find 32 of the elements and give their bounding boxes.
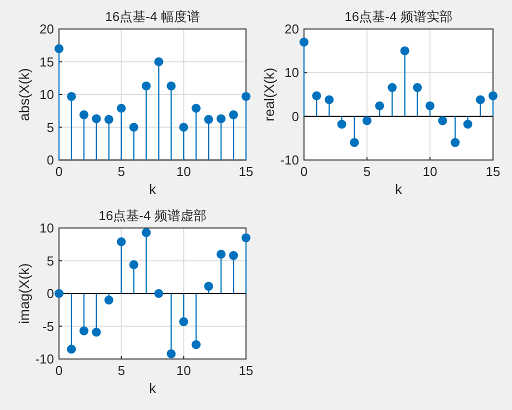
y-tick-label: 5 [46,120,54,135]
y-axis-title: abs(X(k) [16,68,32,121]
y-tick-label: -10 [280,152,299,168]
chart-title: 16点基-4 频谱虚部 [98,208,206,223]
x-tick-label: 15 [238,363,254,378]
y-axis-title: real(X(k) [261,68,277,122]
x-tick-label: 15 [486,164,500,179]
y-tick-label: -10 [35,352,54,366]
y-tick-label: 10 [40,220,54,236]
y-tick-label: 20 [284,22,299,36]
y-tick-label: 0 [292,108,299,124]
chart-title: 16点基-4 幅度谱 [105,9,200,24]
x-tick-label: 10 [176,164,191,179]
x-tick-label: 10 [422,164,438,179]
y-tick-label: 20 [40,22,54,36]
x-tick-label: 5 [118,164,125,179]
x-axis-title: k [149,380,157,396]
y-tick-label: -5 [42,318,54,334]
x-tick-label: 10 [176,363,191,378]
x-axis-title: k [395,181,403,197]
y-tick-label: 5 [46,253,54,268]
x-tick-label: 5 [363,164,371,179]
y-tick-label: 0 [46,152,54,168]
x-axis-title: k [149,181,157,197]
y-axis-title: imag(X(k) [16,263,32,324]
y-tick-label: 10 [284,65,299,80]
chart-title: 16点基-4 频谱实部 [344,9,452,24]
x-tick-label: 5 [118,363,125,378]
y-tick-label: 15 [40,54,54,70]
y-tick-label: 10 [40,87,54,102]
x-tick-label: 15 [238,164,254,179]
y-tick-label: 0 [46,286,54,301]
